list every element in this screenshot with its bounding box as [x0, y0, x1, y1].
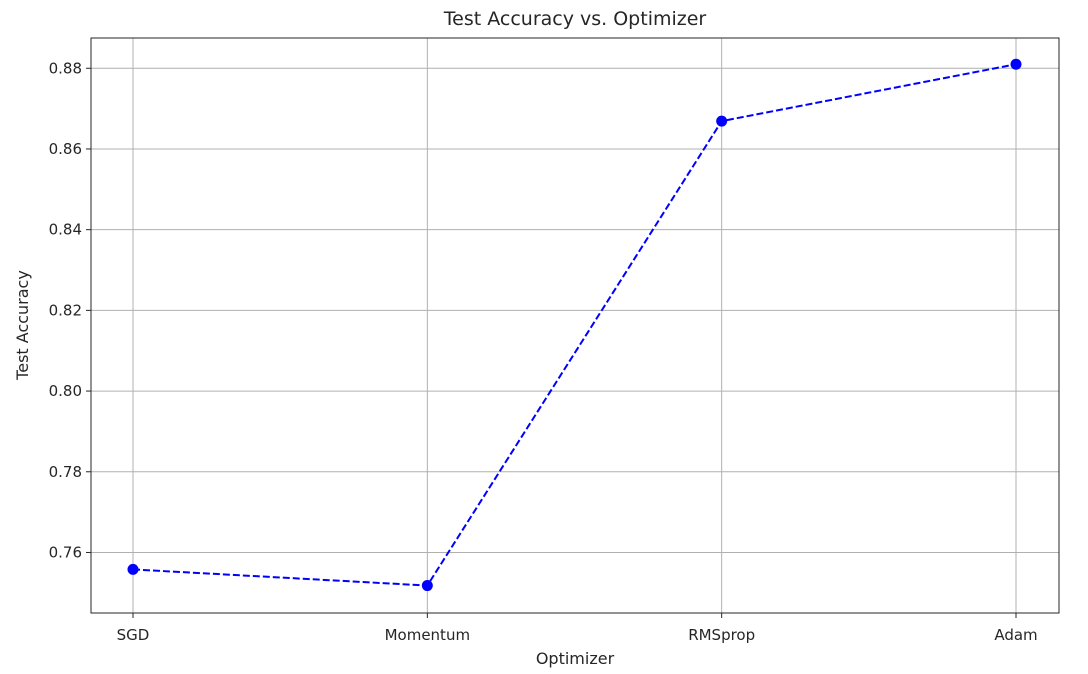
- y-tick-label: 0.80: [49, 382, 82, 400]
- y-tick-label: 0.78: [49, 463, 82, 481]
- data-point-momentum: [421, 580, 433, 592]
- y-tick-label: 0.86: [49, 140, 82, 158]
- x-tick-label: SGD: [117, 626, 150, 644]
- data-point-rmsprop: [716, 115, 728, 127]
- y-tick-label: 0.84: [49, 221, 82, 239]
- series-layer: [127, 58, 1022, 592]
- plot-frame: [90, 37, 1060, 614]
- y-axis-label: Test Accuracy: [13, 270, 32, 381]
- y-tick-label: 0.76: [49, 543, 82, 561]
- y-tick-label: 0.82: [49, 301, 82, 319]
- y-tick-label: 0.88: [49, 59, 82, 77]
- series-line: [132, 63, 1017, 587]
- grid-layer: [91, 38, 1059, 613]
- x-axis-label: Optimizer: [536, 649, 615, 668]
- data-point-adam: [1010, 58, 1022, 70]
- x-tick-label: Adam: [994, 626, 1037, 644]
- tick-layer: SGD Momentum RMSprop Adam 0.76 0.78 0.80 0.82 0.…: [49, 59, 1038, 644]
- chart-title: Test Accuracy vs. Optimizer: [443, 8, 707, 30]
- x-tick-label: Momentum: [385, 626, 470, 644]
- data-point-sgd: [127, 563, 139, 575]
- x-tick-label: RMSprop: [688, 626, 755, 644]
